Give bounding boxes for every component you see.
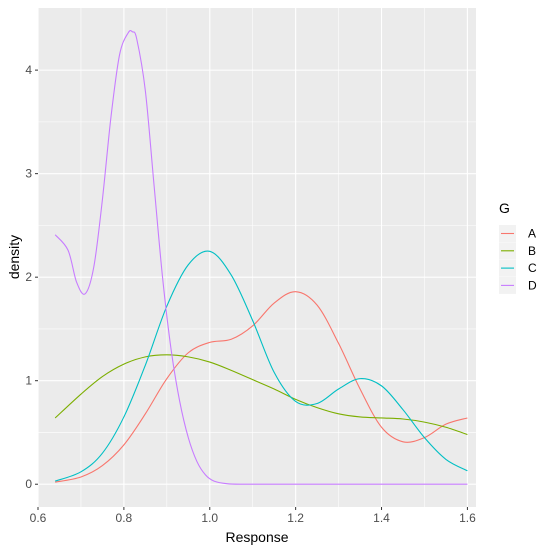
legend-label-a: A xyxy=(528,227,536,241)
legend-label-d: D xyxy=(528,278,537,292)
x-tick-label: 1.6 xyxy=(459,511,476,525)
x-axis-tick-labels: 0.6 0.8 1.0 1.2 1.4 1.6 xyxy=(30,511,476,525)
density-lines xyxy=(54,29,468,485)
y-tick-label: 0 xyxy=(25,477,32,491)
legend-label-b: B xyxy=(528,244,536,258)
plot-panel xyxy=(38,8,476,507)
density-line-a xyxy=(55,291,468,483)
major-gridlines xyxy=(37,8,476,507)
y-tick-label: 2 xyxy=(25,270,32,284)
density-line-c xyxy=(54,250,468,482)
x-tick-label: 1.0 xyxy=(201,511,218,525)
y-axis-title: density xyxy=(6,235,22,279)
x-tick-label: 0.8 xyxy=(116,511,133,525)
y-tick-label: 3 xyxy=(25,167,32,181)
x-tick-label: 1.2 xyxy=(287,511,304,525)
legend-label-c: C xyxy=(528,261,537,275)
y-tick-label: 1 xyxy=(25,374,32,388)
minor-gridlines xyxy=(38,8,476,507)
density-line-d xyxy=(54,29,468,485)
y-axis-tick-labels: 0 1 2 3 4 xyxy=(25,63,32,491)
density-line-b xyxy=(54,354,468,436)
x-tick-label: 0.6 xyxy=(30,511,47,525)
x-tick-label: 1.4 xyxy=(373,511,390,525)
y-tick-label: 4 xyxy=(25,63,32,77)
x-axis-title: Response xyxy=(225,529,288,545)
axis-ticks xyxy=(35,69,468,510)
legend-title: G xyxy=(499,200,510,216)
